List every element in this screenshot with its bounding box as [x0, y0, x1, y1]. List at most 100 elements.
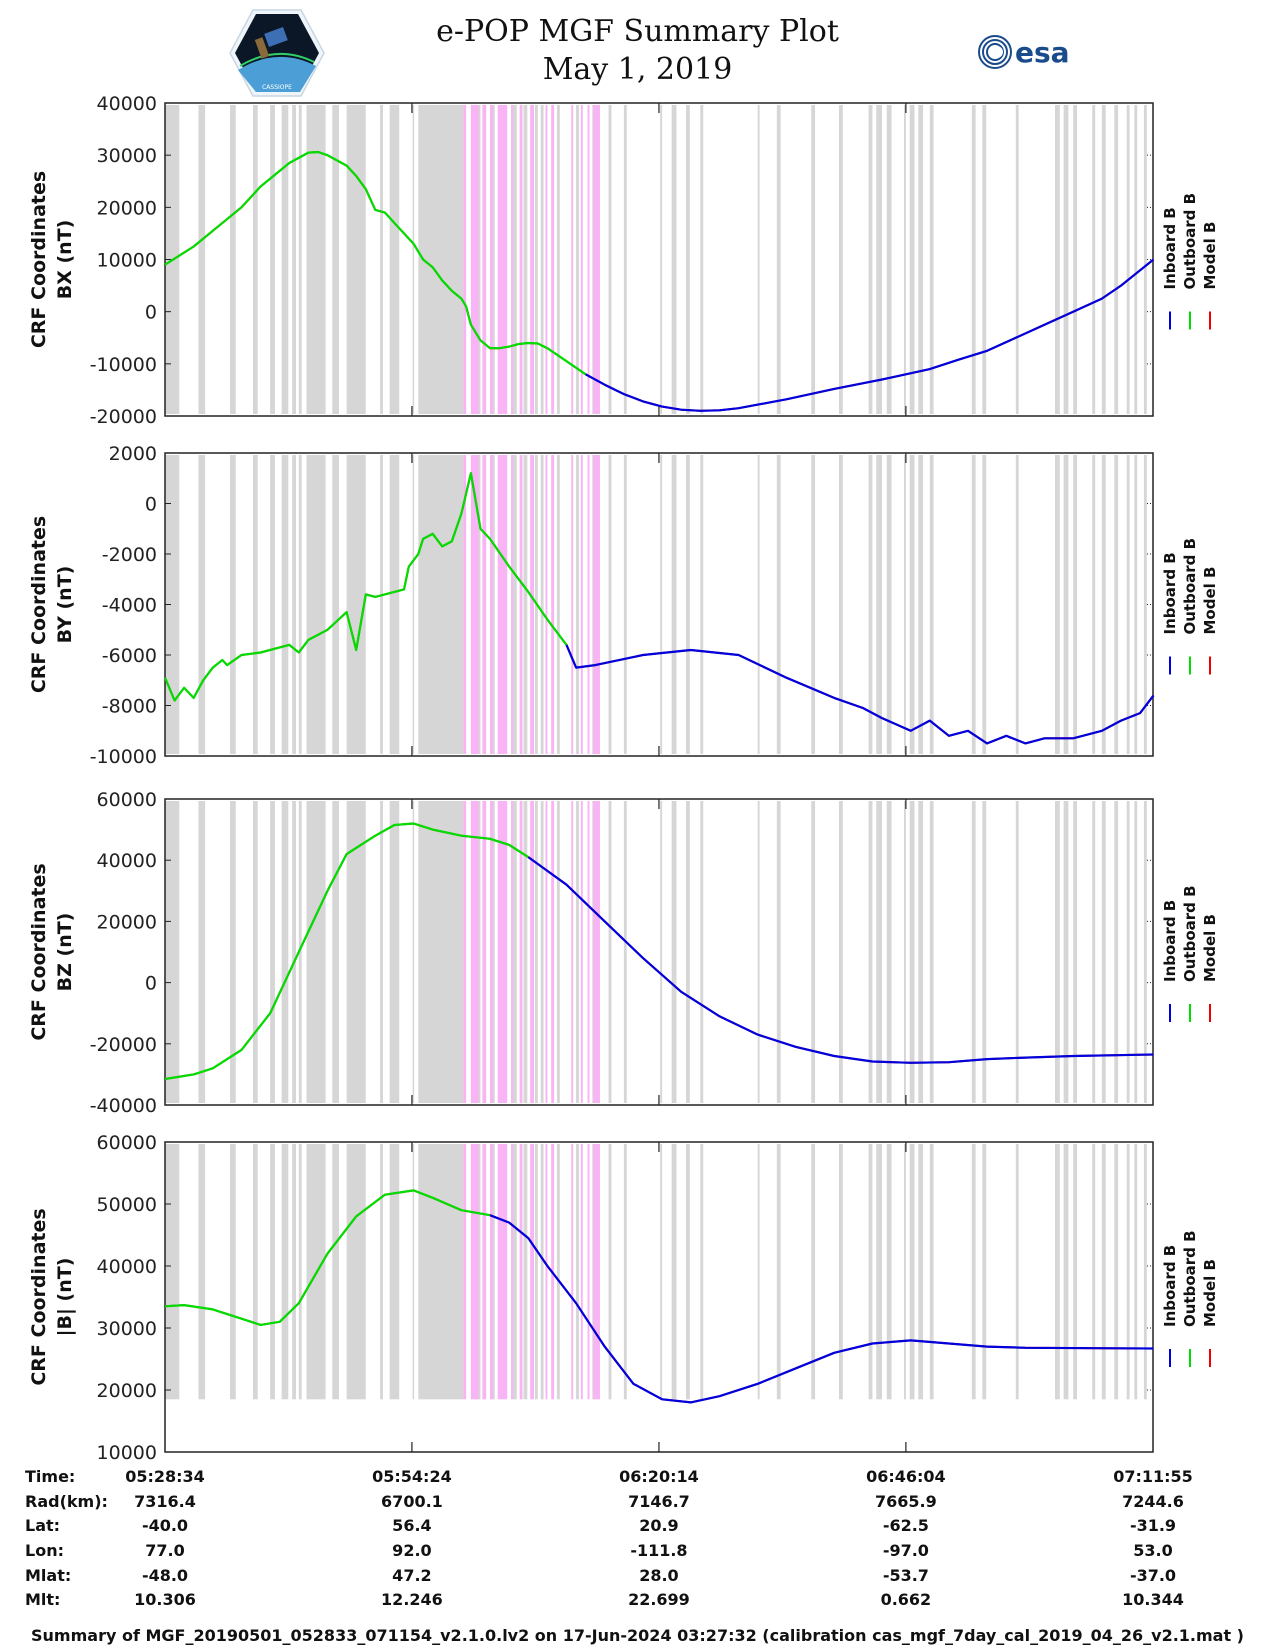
info-value: 7244.6: [1122, 1492, 1184, 1511]
gray-band: [198, 1144, 206, 1400]
info-value: -40.0: [141, 1516, 189, 1535]
gray-band: [660, 105, 663, 414]
pink-band: [530, 105, 535, 414]
pink-band: [587, 105, 590, 414]
gray-band: [700, 1144, 704, 1400]
gray-band: [1055, 105, 1060, 414]
y-tick-label: 2000: [109, 443, 157, 465]
pink-band: [593, 1144, 600, 1400]
gray-band: [876, 1144, 882, 1400]
gray-band: [929, 801, 934, 1103]
gray-band: [838, 455, 843, 754]
legend-label: Inboard B: [1161, 552, 1179, 634]
gray-band: [1055, 455, 1060, 754]
gray-band: [1092, 1144, 1096, 1400]
gray-band: [1101, 801, 1106, 1103]
gray-band: [523, 1144, 528, 1400]
gray-band: [298, 105, 302, 414]
legend-label: Model B: [1201, 222, 1219, 290]
gray-band: [576, 1144, 579, 1400]
gray-band: [165, 801, 180, 1103]
gray-band: [838, 105, 843, 414]
gray-band: [346, 801, 366, 1103]
gray-band: [1063, 1144, 1069, 1400]
y-tick-label: -4000: [102, 595, 157, 617]
inboard-b-line: [489, 1214, 1154, 1404]
info-value: 10.344: [1122, 1590, 1184, 1609]
gray-band: [512, 105, 517, 414]
pink-band: [551, 105, 555, 414]
gray-band: [776, 455, 781, 754]
pink-band: [470, 1144, 479, 1400]
gray-band: [491, 801, 495, 1103]
info-value: -97.0: [882, 1541, 929, 1560]
gray-band: [1143, 801, 1147, 1103]
gray-band: [757, 105, 760, 414]
gray-band: [1134, 105, 1138, 414]
legend-label: Inboard B: [1161, 900, 1179, 982]
gray-band: [576, 455, 579, 754]
gray-band: [811, 801, 816, 1103]
pink-band: [490, 801, 493, 1103]
gray-band: [523, 105, 528, 414]
y-tick-label: -10000: [90, 746, 157, 768]
gray-band: [540, 1144, 544, 1400]
gray-band: [534, 1144, 538, 1400]
pink-band: [497, 801, 508, 1103]
y-tick-label: 50000: [97, 1194, 157, 1216]
gray-band: [982, 1144, 987, 1400]
gray-band: [971, 1144, 976, 1400]
pink-band: [530, 1144, 535, 1400]
info-value: 6700.1: [381, 1492, 443, 1511]
gray-band: [346, 1144, 366, 1400]
legend-label: Model B: [1201, 914, 1219, 982]
gray-band: [380, 1144, 383, 1400]
gray-band: [671, 1144, 677, 1400]
pink-band: [587, 801, 590, 1103]
gray-band: [556, 105, 560, 414]
gray-band: [270, 1144, 275, 1400]
gray-band: [1134, 455, 1138, 754]
gray-band: [346, 455, 366, 754]
info-row-label: Time:: [25, 1467, 76, 1486]
pink-band: [519, 105, 523, 414]
gray-band: [198, 801, 206, 1103]
pink-band: [571, 801, 574, 1103]
gray-band: [252, 1144, 258, 1400]
pink-band: [482, 1144, 487, 1400]
gray-band: [982, 455, 987, 754]
info-value: -31.9: [1129, 1516, 1177, 1535]
gray-band: [757, 1144, 760, 1400]
gray-band: [903, 801, 906, 1103]
y-tick-label: -2000: [102, 544, 157, 566]
pink-band: [551, 801, 555, 1103]
gray-band: [903, 455, 906, 754]
gray-band: [608, 801, 612, 1103]
pink-band: [571, 105, 574, 414]
gray-band: [252, 455, 258, 754]
gray-band: [252, 801, 258, 1103]
gray-band: [700, 105, 704, 414]
gray-band: [671, 105, 677, 414]
info-value: 22.699: [628, 1590, 690, 1609]
gray-band: [389, 105, 400, 414]
pink-band: [580, 1144, 583, 1400]
pink-band: [571, 455, 574, 754]
gray-band: [1063, 801, 1069, 1103]
gray-band: [660, 1144, 663, 1400]
info-value: 07:11:55: [1113, 1467, 1193, 1486]
gray-band: [1143, 455, 1147, 754]
gray-band: [671, 455, 677, 754]
y-axis-label: BZ (nT): [54, 913, 76, 992]
gray-band: [270, 105, 275, 414]
y-tick-label: -6000: [102, 645, 157, 667]
gray-band: [1073, 455, 1077, 754]
gray-band: [230, 455, 236, 754]
y-tick-label: 40000: [97, 850, 157, 872]
y-axis-label: |B| (nT): [54, 1258, 76, 1337]
pink-band: [545, 1144, 548, 1400]
gray-band: [671, 801, 677, 1103]
info-row-label: Lat:: [25, 1516, 61, 1535]
gray-band: [1015, 455, 1019, 754]
